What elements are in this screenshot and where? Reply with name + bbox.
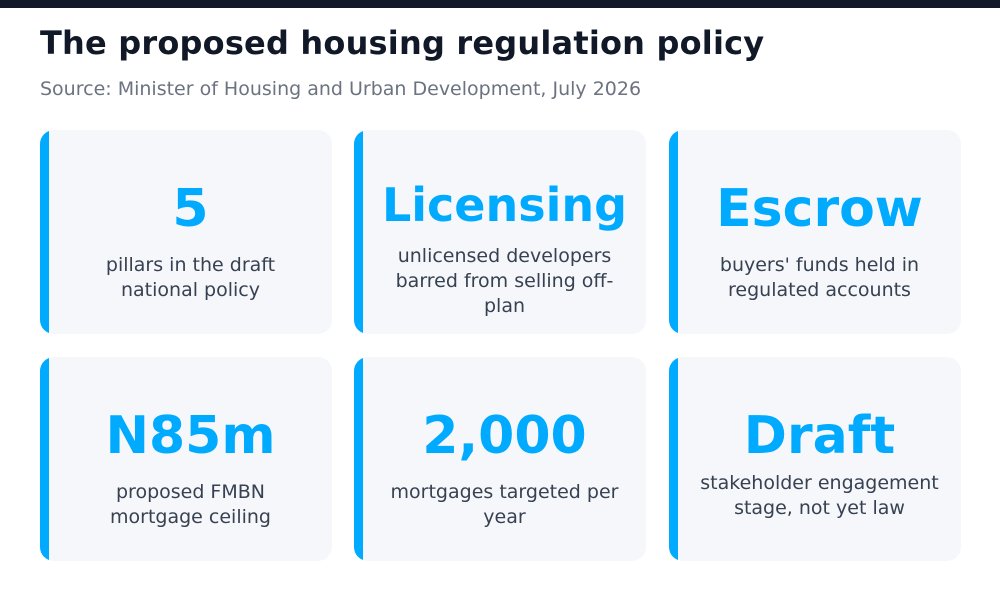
page-title: The proposed housing regulation policy <box>40 24 765 62</box>
card-accent-bar <box>354 130 363 334</box>
stat-description: mortgages targeted per year <box>390 481 619 528</box>
top-bar <box>0 0 1000 8</box>
stat-card-escrow: Escrow buyers' funds held in regulated a… <box>669 130 961 334</box>
stat-description: pillars in the draft national policy <box>105 254 276 301</box>
stat-card-mortgage-ceiling: N85m proposed FMBN mortgage ceiling <box>40 357 332 561</box>
stat-card-mortgages-target: 2,000 mortgages targeted per year <box>354 357 646 561</box>
source-note: Source: Minister of Housing and Urban De… <box>40 78 642 100</box>
stat-value: 5 <box>172 179 209 239</box>
stat-value: 2,000 <box>422 406 587 466</box>
stat-card-pillars: 5 pillars in the draft national policy <box>40 130 332 334</box>
stat-value: Licensing <box>381 178 628 232</box>
card-accent-bar <box>669 130 678 334</box>
card-accent-bar <box>40 357 49 561</box>
stat-description: unlicensed developers barred from sellin… <box>395 245 614 317</box>
stat-value: N85m <box>105 406 276 466</box>
stat-description: stakeholder engagement stage, not yet la… <box>700 472 939 519</box>
stat-description: buyers' funds held in regulated accounts <box>719 254 920 301</box>
card-accent-bar <box>669 357 678 561</box>
stat-card-licensing: Licensing unlicensed developers barred f… <box>354 130 646 334</box>
stat-card-draft-stage: Draft stakeholder engagement stage, not … <box>669 357 961 561</box>
stat-value: Draft <box>743 406 896 466</box>
card-accent-bar <box>354 357 363 561</box>
stat-value: Escrow <box>716 179 923 239</box>
stat-description: proposed FMBN mortgage ceiling <box>110 481 271 528</box>
card-accent-bar <box>40 130 49 334</box>
